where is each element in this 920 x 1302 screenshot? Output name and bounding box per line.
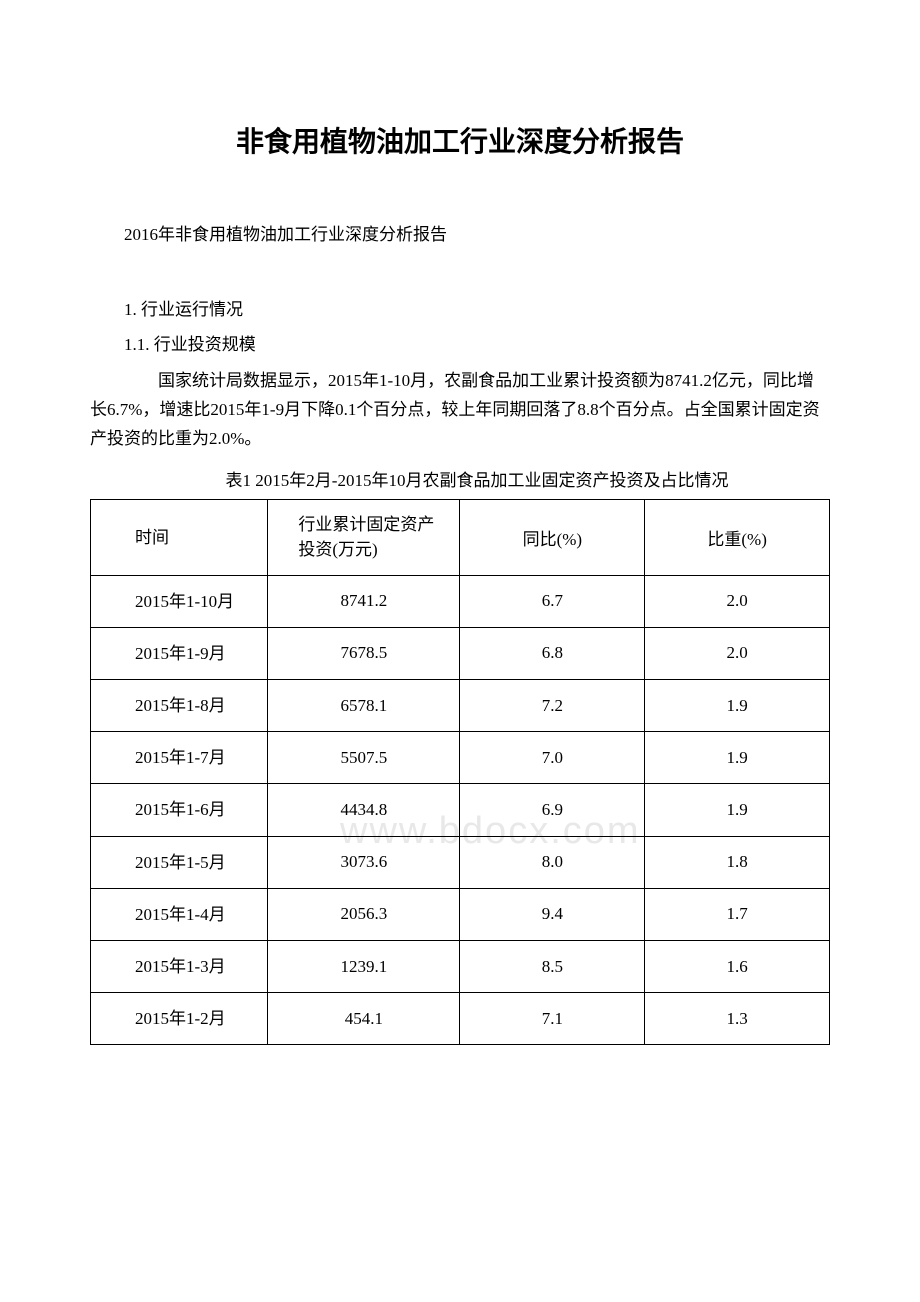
cell-yoy: 6.8 <box>460 627 645 679</box>
cell-investment: 3073.6 <box>268 836 460 888</box>
table-caption: 表1 2015年2月-2015年10月农副食品加工业固定资产投资及占比情况 <box>90 466 830 491</box>
cell-weight: 1.9 <box>645 784 830 836</box>
header-period: 时间 <box>91 499 268 575</box>
cell-weight: 1.7 <box>645 888 830 940</box>
table-row: 2015年1-2月 454.1 7.1 1.3 <box>91 993 830 1045</box>
cell-yoy: 7.0 <box>460 732 645 784</box>
cell-period: 2015年1-6月 <box>91 784 268 836</box>
cell-investment: 5507.5 <box>268 732 460 784</box>
header-weight: 比重(%) <box>645 499 830 575</box>
cell-investment: 1239.1 <box>268 940 460 992</box>
cell-yoy: 8.5 <box>460 940 645 992</box>
investment-table: 时间 行业累计固定资产投资(万元) 同比(%) 比重(%) 2015年1-10月… <box>90 499 830 1046</box>
cell-yoy: 8.0 <box>460 836 645 888</box>
table-row: 2015年1-7月 5507.5 7.0 1.9 <box>91 732 830 784</box>
cell-yoy: 6.7 <box>460 575 645 627</box>
cell-period: 2015年1-3月 <box>91 940 268 992</box>
cell-period: 2015年1-9月 <box>91 627 268 679</box>
table-row: 2015年1-3月 1239.1 8.5 1.6 <box>91 940 830 992</box>
header-yoy: 同比(%) <box>460 499 645 575</box>
table-row: 2015年1-10月 8741.2 6.7 2.0 <box>91 575 830 627</box>
cell-weight: 1.8 <box>645 836 830 888</box>
table-row: 2015年1-6月 4434.8 6.9 1.9 <box>91 784 830 836</box>
cell-weight: 2.0 <box>645 627 830 679</box>
cell-investment: 6578.1 <box>268 680 460 732</box>
cell-investment: 7678.5 <box>268 627 460 679</box>
table-row: 2015年1-4月 2056.3 9.4 1.7 <box>91 888 830 940</box>
cell-period: 2015年1-5月 <box>91 836 268 888</box>
cell-weight: 1.9 <box>645 732 830 784</box>
header-investment: 行业累计固定资产投资(万元) <box>268 499 460 575</box>
document-subtitle: 2016年非食用植物油加工行业深度分析报告 <box>90 220 830 245</box>
section-1-heading: 1. 行业运行情况 <box>90 295 830 320</box>
cell-weight: 1.3 <box>645 993 830 1045</box>
section-1-1-heading: 1.1. 行业投资规模 <box>90 330 830 355</box>
cell-yoy: 6.9 <box>460 784 645 836</box>
cell-period: 2015年1-4月 <box>91 888 268 940</box>
cell-yoy: 7.1 <box>460 993 645 1045</box>
cell-weight: 1.6 <box>645 940 830 992</box>
table-row: 2015年1-5月 3073.6 8.0 1.8 <box>91 836 830 888</box>
cell-yoy: 9.4 <box>460 888 645 940</box>
table-row: 2015年1-9月 7678.5 6.8 2.0 <box>91 627 830 679</box>
cell-weight: 2.0 <box>645 575 830 627</box>
document-page: www.bdocx.com 非食用植物油加工行业深度分析报告 2016年非食用植… <box>90 120 830 1045</box>
cell-period: 2015年1-8月 <box>91 680 268 732</box>
cell-period: 2015年1-7月 <box>91 732 268 784</box>
cell-investment: 4434.8 <box>268 784 460 836</box>
cell-yoy: 7.2 <box>460 680 645 732</box>
cell-period: 2015年1-10月 <box>91 575 268 627</box>
cell-period: 2015年1-2月 <box>91 993 268 1045</box>
cell-investment: 8741.2 <box>268 575 460 627</box>
paragraph-1: 国家统计局数据显示，2015年1-10月，农副食品加工业累计投资额为8741.2… <box>90 367 830 454</box>
table-header-row: 时间 行业累计固定资产投资(万元) 同比(%) 比重(%) <box>91 499 830 575</box>
document-title: 非食用植物油加工行业深度分析报告 <box>90 120 830 160</box>
cell-investment: 2056.3 <box>268 888 460 940</box>
table-row: 2015年1-8月 6578.1 7.2 1.9 <box>91 680 830 732</box>
cell-weight: 1.9 <box>645 680 830 732</box>
cell-investment: 454.1 <box>268 993 460 1045</box>
